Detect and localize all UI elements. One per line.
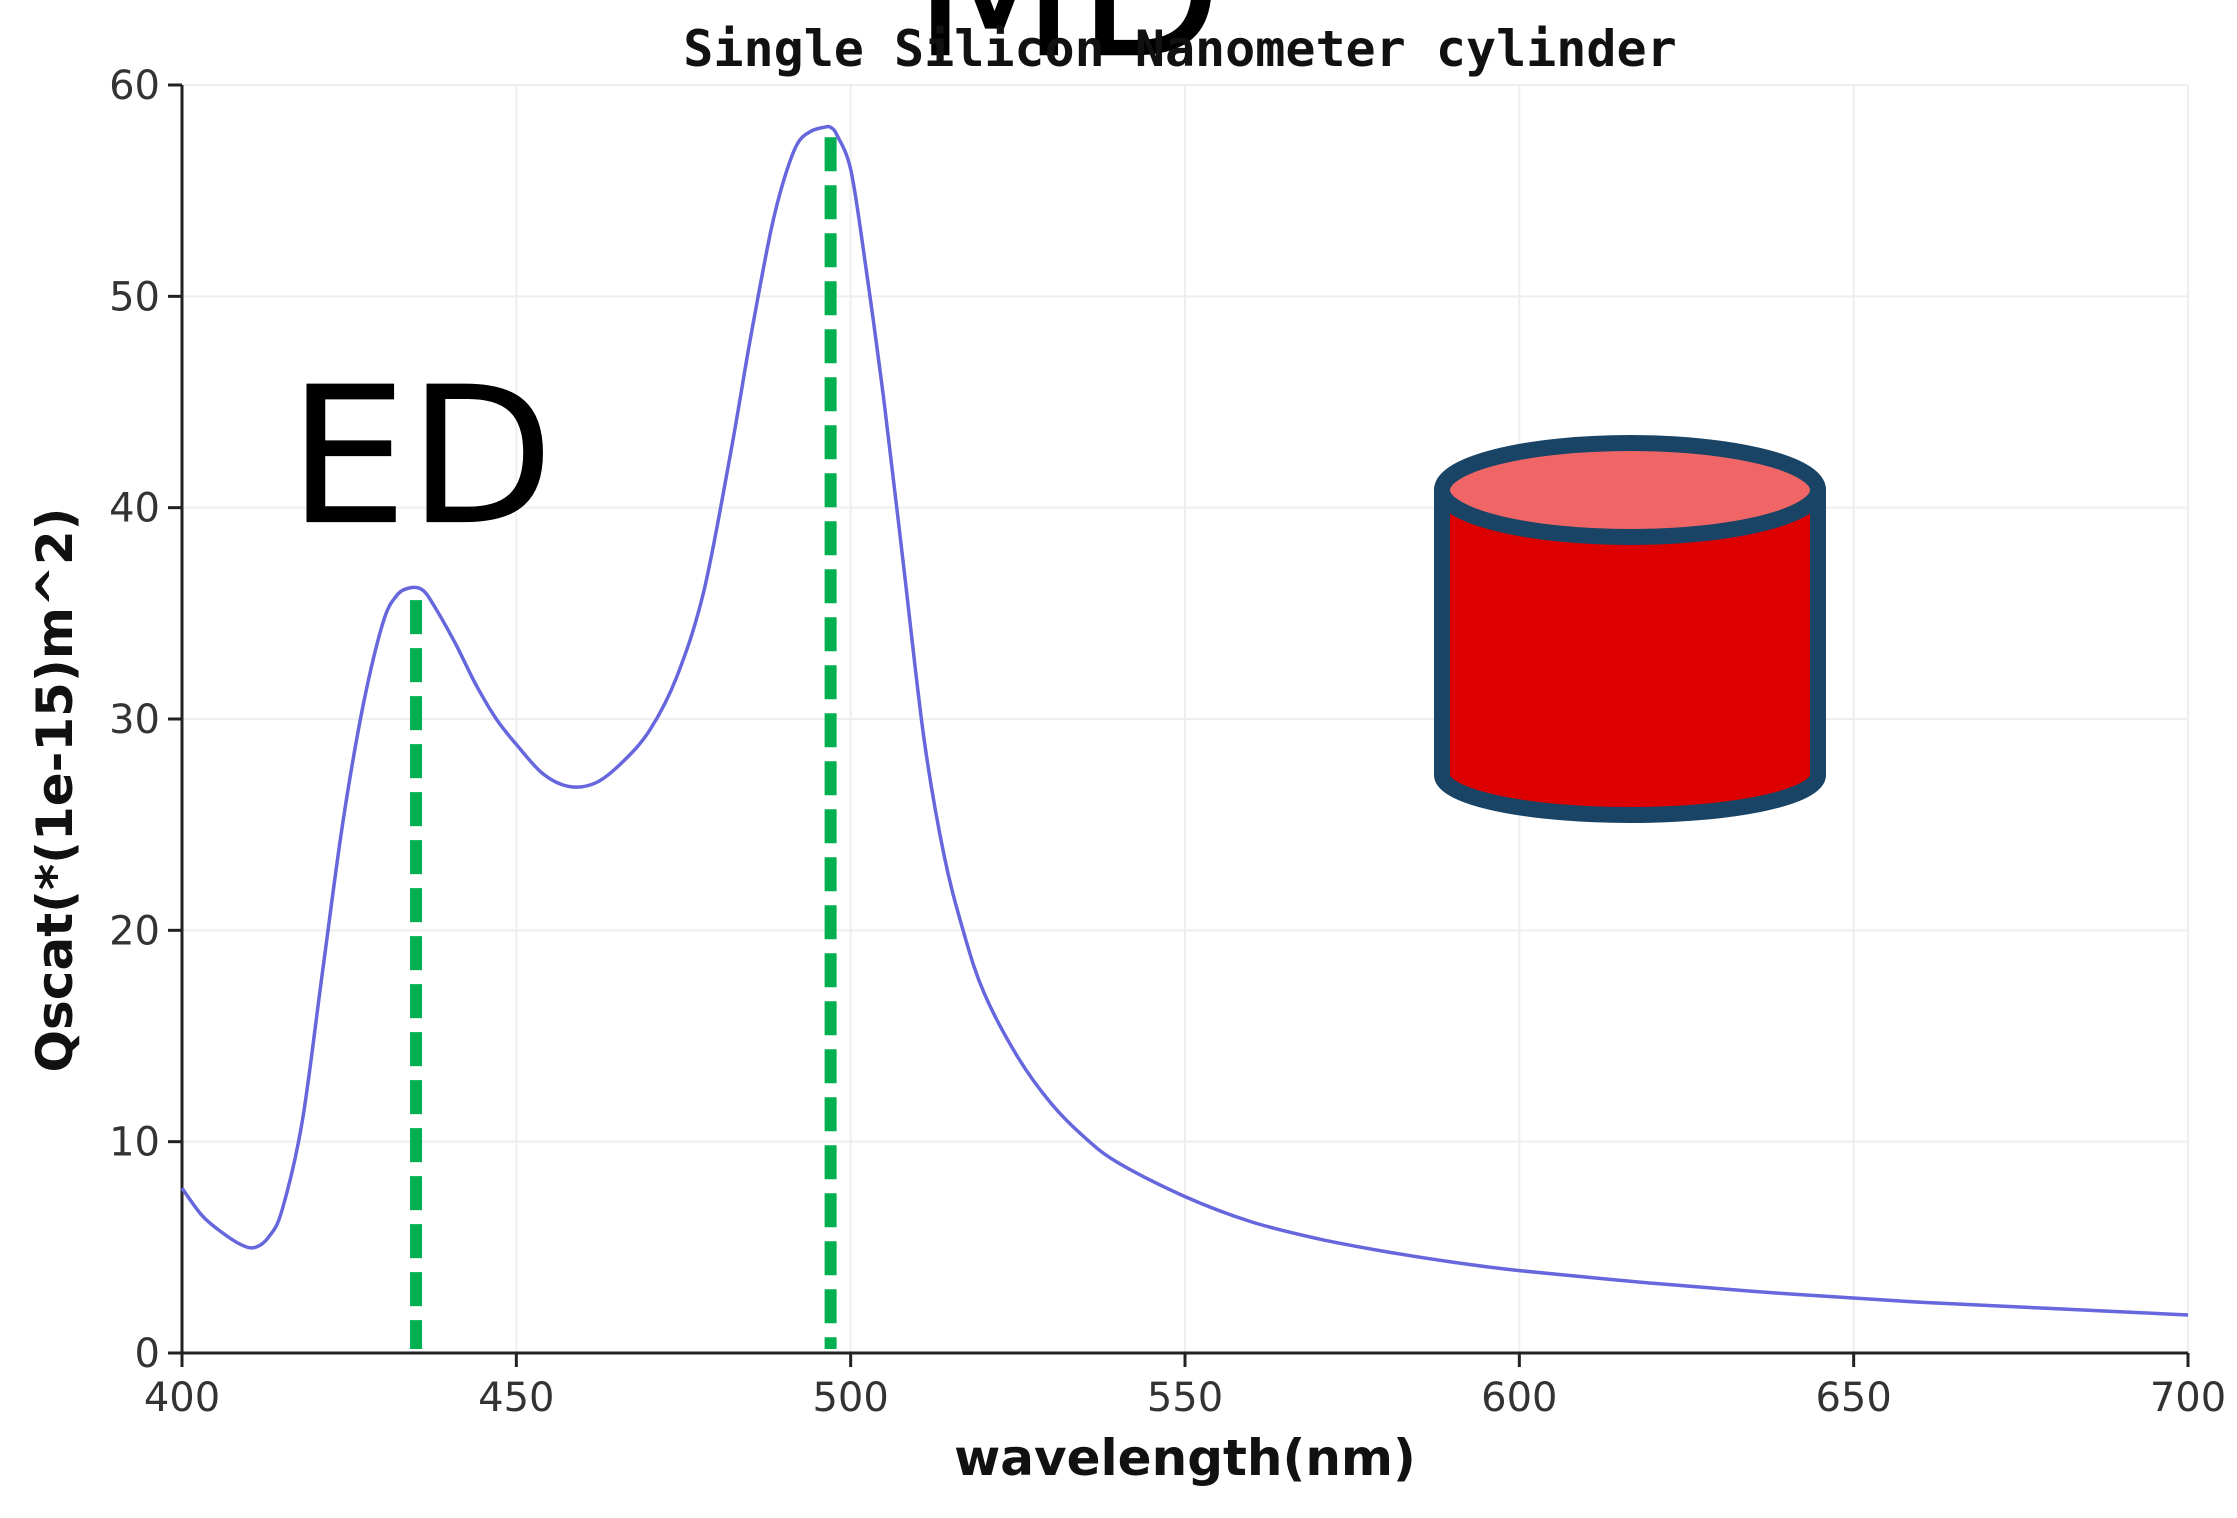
y-tick-label: 60 [109,63,160,109]
cylinder-icon [1442,443,1818,815]
x-tick-label: 700 [2150,1375,2226,1421]
y-tick-label: 0 [135,1331,160,1377]
x-axis-label: wavelength(nm) [954,1429,1416,1487]
x-tick-label: 600 [1481,1375,1557,1421]
cylinder-top [1442,443,1818,537]
chart-title: Single Silicon Nanometer cylinder [683,20,1676,78]
y-tick-label: 50 [109,274,160,320]
y-tick-label: 10 [109,1120,160,1166]
peak-label-ed: ED [288,346,554,567]
y-tick-label: 30 [109,697,160,743]
x-tick-label: 550 [1147,1375,1223,1421]
x-tick-label: 500 [812,1375,888,1421]
y-tick-label: 20 [109,908,160,954]
x-tick-label: 650 [1815,1375,1891,1421]
x-tick-label: 450 [478,1375,554,1421]
y-tick-label: 40 [109,486,160,532]
axes: 400 450 500 550 600 650 700 0 10 20 30 40 50 60 [109,63,2226,1421]
peak-markers: EDMD [288,0,1223,1349]
x-tick-label: 400 [144,1375,220,1421]
grid [182,85,2188,1353]
y-axis-label: Qscat(*(1e-15)m^2) [26,508,84,1073]
